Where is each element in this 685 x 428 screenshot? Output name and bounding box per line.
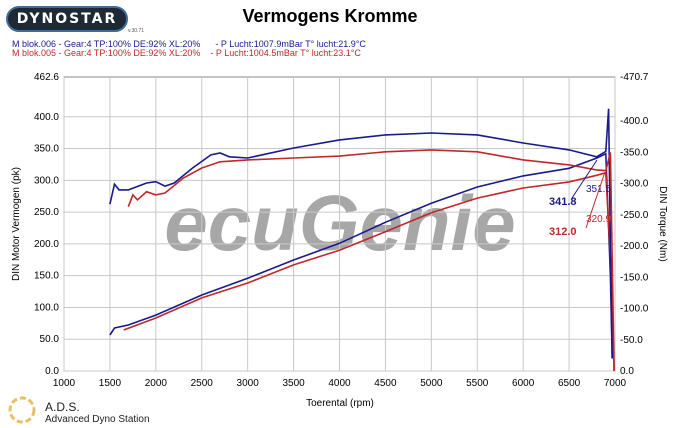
y2-tick-label: -400.0 (620, 116, 649, 127)
y-tick-label: 200.0 (34, 239, 59, 250)
annotation-leader (571, 159, 598, 199)
y2-tick-label: -470.7 (620, 72, 649, 83)
y2-tick-label: 0.0 (620, 366, 634, 377)
x-tick-label: 4000 (328, 378, 351, 389)
y2-tick-label: -100.0 (620, 304, 649, 315)
y2-tick-label: -250.0 (620, 210, 649, 221)
x-tick-label: 6500 (558, 378, 581, 389)
y-tick-label: 300.0 (34, 175, 59, 186)
x-tick-label: 1500 (99, 378, 122, 389)
value-annotation: 320.9 (586, 214, 611, 225)
series-line-0 (109, 152, 613, 359)
ads-label: A.D.S. (45, 400, 80, 414)
run-info-1: M blok.006 - Gear:4 TP:100% DE:92% XL:20… (12, 39, 366, 49)
series-line-3 (127, 149, 615, 372)
value-annotation: 341.8 (549, 196, 577, 208)
dynostar-logo: DYNOSTAR (6, 6, 128, 32)
x-tick-label: 5500 (466, 378, 489, 389)
x-tick-label: 5000 (420, 378, 443, 389)
ads-logo-icon (8, 396, 36, 424)
version-label: v.30.71 (128, 28, 145, 34)
x-tick-label: 3500 (282, 378, 305, 389)
annotation-leader (585, 171, 606, 229)
series-line-1 (123, 171, 615, 372)
x-tick-label: 4500 (374, 378, 397, 389)
y-tick-label: 150.0 (34, 271, 59, 282)
y-axis-label: DIN Motor Vermogen (pk) (11, 167, 22, 281)
chart-title: Vermogens Kromme (242, 6, 418, 26)
x-axis-label: Toerental (rpm) (306, 398, 374, 409)
value-annotation: 312.0 (549, 226, 577, 238)
y-tick-label: 0.0 (45, 366, 59, 377)
x-tick-label: 2000 (145, 378, 168, 389)
y-tick-label: 462.6 (34, 72, 59, 83)
x-tick-label: 3000 (237, 378, 260, 389)
y2-tick-label: -50.0 (620, 335, 643, 346)
y-tick-label: 350.0 (34, 144, 59, 155)
y2-tick-label: -300.0 (620, 179, 649, 190)
y2-axis-label: DIN Torque (Nm) (657, 186, 668, 261)
y-tick-label: 400.0 (34, 112, 59, 123)
y-tick-label: 50.0 (40, 334, 60, 345)
y2-tick-label: -200.0 (620, 241, 649, 252)
y2-tick-label: -350.0 (620, 147, 649, 158)
x-tick-label: 2500 (191, 378, 214, 389)
run-info-2: M blok.005 - Gear:4 TP:100% DE:92% XL:20… (12, 48, 361, 58)
x-tick-label: 6000 (512, 378, 535, 389)
ads-full-label: Advanced Dyno Station (45, 414, 150, 425)
x-tick-label: 1000 (53, 378, 76, 389)
series-line-2 (109, 108, 613, 359)
y-tick-label: 100.0 (34, 302, 59, 313)
x-tick-label: 7000 (604, 378, 627, 389)
y-tick-label: 250.0 (34, 207, 59, 218)
y2-tick-label: -150.0 (620, 272, 649, 283)
